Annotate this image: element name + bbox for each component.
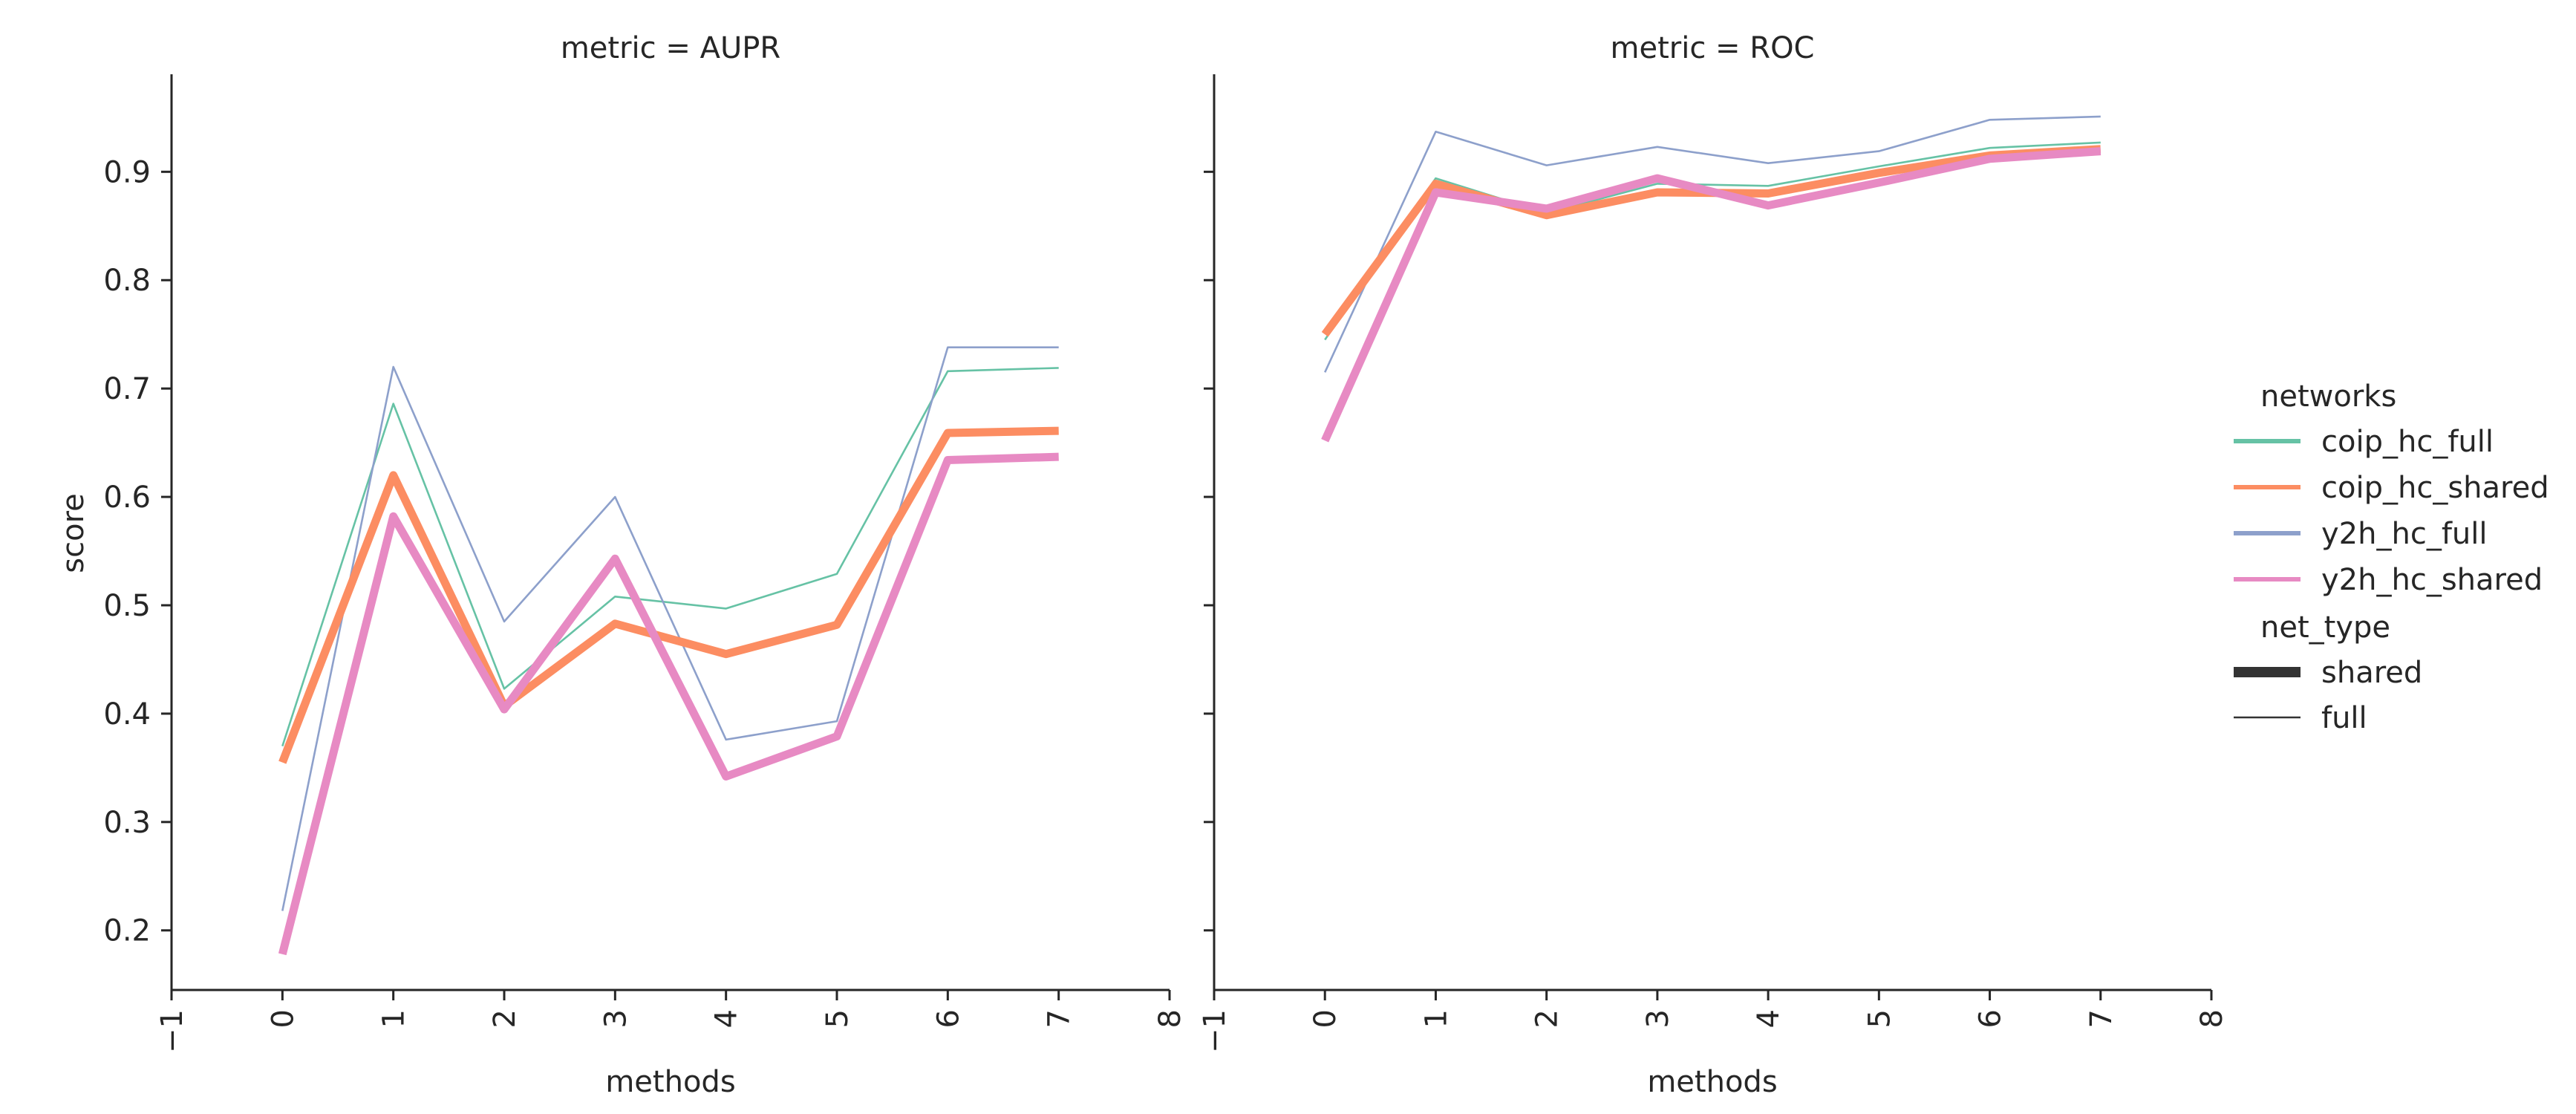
roc-x-tick-label: 2 — [1530, 1009, 1565, 1028]
aupr-y-ticks: 0.2 0.3 0.4 0.5 0.6 0.7 0.8 0.9 — [103, 155, 172, 948]
aupr-x-tick-label: 2 — [488, 1009, 522, 1028]
panel-aupr: metric = AUPR 0.2 0.3 0.4 0.5 0.6 0.7 0.8 0.9 −… — [103, 31, 1187, 1099]
roc-y-ticks — [1204, 170, 1214, 932]
legend: networks coip_hc_full coip_hc_shared y2h… — [2234, 380, 2549, 735]
roc-series-y2h-hc-full — [1324, 115, 2101, 373]
legend-item-coip-hc-shared: coip_hc_shared — [2234, 471, 2549, 505]
roc-x-tick-label: 1 — [1419, 1009, 1453, 1028]
panel-roc: metric = ROC −1 0 1 2 3 4 5 6 7 8 methods — [1198, 31, 2229, 1099]
aupr-x-axis-label: methods — [605, 1065, 735, 1099]
aupr-x-tick-label: 6 — [931, 1009, 965, 1028]
aupr-x-tick-label: 5 — [821, 1009, 855, 1028]
aupr-series-y2h-hc-full — [281, 346, 1059, 911]
aupr-x-tick-label: 3 — [599, 1009, 633, 1028]
aupr-series-y2h-hc-shared — [278, 452, 1059, 956]
legend-label-coip-hc-shared: coip_hc_shared — [2321, 471, 2549, 505]
legend-label-y2h-hc-shared: y2h_hc_shared — [2321, 563, 2543, 597]
roc-x-tick-label: −1 — [1198, 1009, 1232, 1053]
roc-series-y2h-hc-shared — [1321, 147, 2101, 443]
aupr-x-tick-label: 1 — [377, 1009, 411, 1028]
legend-label-full: full — [2321, 701, 2367, 735]
y-tick-label: 0.6 — [103, 481, 151, 515]
y-tick-label: 0.8 — [103, 264, 151, 298]
y-axis-label: score — [56, 493, 91, 573]
aupr-series-coip-hc-full — [281, 367, 1059, 747]
legend-item-full: full — [2234, 701, 2367, 735]
aupr-x-tick-label: 8 — [1153, 1009, 1187, 1028]
roc-x-tick-label: 3 — [1641, 1009, 1675, 1028]
y-tick-label: 0.9 — [103, 155, 151, 189]
aupr-x-tick-label: 7 — [1043, 1009, 1077, 1028]
roc-x-tick-label: 5 — [1862, 1009, 1897, 1028]
roc-x-tick-label: 6 — [1974, 1009, 2008, 1028]
roc-x-tick-label: 8 — [2195, 1009, 2229, 1028]
aupr-x-tick-label: −1 — [155, 1009, 189, 1053]
legend-title-networks: networks — [2260, 380, 2396, 414]
legend-item-shared: shared — [2234, 656, 2422, 690]
y-tick-label: 0.7 — [103, 372, 151, 406]
aupr-plot-area — [278, 346, 1059, 956]
aupr-x-tick-label: 0 — [266, 1009, 300, 1028]
y-tick-label: 0.5 — [103, 589, 151, 623]
roc-plot-area — [1321, 115, 2101, 443]
legend-label-y2h-hc-full: y2h_hc_full — [2321, 517, 2487, 551]
aupr-x-ticks: −1 0 1 2 3 4 5 6 7 8 — [155, 990, 1187, 1053]
roc-x-tick-label: 4 — [1752, 1009, 1786, 1028]
legend-label-shared: shared — [2321, 656, 2422, 690]
aupr-series-coip-hc-shared — [278, 426, 1059, 764]
legend-item-y2h-hc-shared: y2h_hc_shared — [2234, 563, 2543, 597]
legend-item-coip-hc-full: coip_hc_full — [2234, 425, 2494, 459]
roc-x-tick-label: 7 — [2084, 1009, 2119, 1028]
y-tick-label: 0.3 — [103, 806, 151, 840]
roc-x-ticks: −1 0 1 2 3 4 5 6 7 8 — [1198, 990, 2229, 1053]
roc-x-axis-label: methods — [1647, 1065, 1777, 1099]
legend-item-y2h-hc-full: y2h_hc_full — [2234, 517, 2487, 551]
panel-title-roc: metric = ROC — [1611, 31, 1815, 65]
y-tick-label: 0.2 — [103, 914, 151, 948]
roc-x-tick-label: 0 — [1308, 1009, 1343, 1028]
panel-title-aupr: metric = AUPR — [561, 31, 780, 65]
aupr-x-tick-label: 4 — [710, 1009, 744, 1028]
legend-title-net-type: net_type — [2260, 610, 2390, 645]
legend-label-coip-hc-full: coip_hc_full — [2321, 425, 2494, 459]
y-tick-label: 0.4 — [103, 697, 151, 732]
roc-series-coip-hc-full — [1324, 141, 2101, 341]
